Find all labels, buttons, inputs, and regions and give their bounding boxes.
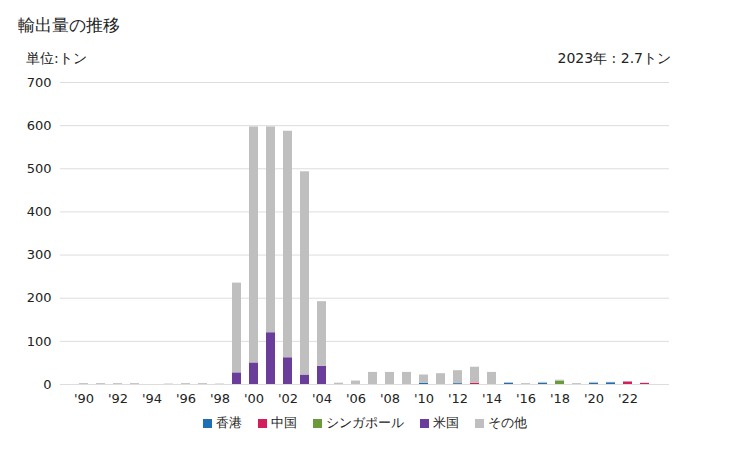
svg-text:200: 200 (27, 290, 52, 305)
svg-text:'02: '02 (278, 391, 298, 406)
svg-text:600: 600 (27, 118, 52, 133)
svg-text:500: 500 (27, 161, 52, 176)
html-text:中国: 中国 (270, 415, 297, 430)
svg-text:0: 0 (43, 377, 51, 392)
svg-text:'92: '92 (108, 391, 128, 406)
svg-text:400: 400 (27, 204, 52, 219)
html-text:2023年 : 2.7トン: 2023年 : 2.7トン (557, 50, 671, 66)
svg-text:'90: '90 (74, 391, 94, 406)
svg-text:'04: '04 (312, 391, 332, 406)
svg-text:700: 700 (27, 75, 52, 90)
svg-text:'22: '22 (618, 391, 638, 406)
svg-text:'20: '20 (584, 391, 604, 406)
svg-text:'08: '08 (380, 391, 400, 406)
svg-text:'10: '10 (414, 391, 434, 406)
svg-text:'16: '16 (516, 391, 536, 406)
svg-text:'12: '12 (448, 391, 468, 406)
html-text:その他: その他 (487, 415, 527, 430)
html-text:シンガポール: シンガポール (325, 415, 404, 430)
svg-text:'00: '00 (244, 391, 264, 406)
html-text:単位:トン: 単位:トン (26, 50, 87, 66)
svg-text:'94: '94 (142, 391, 162, 406)
svg-text:100: 100 (27, 334, 52, 349)
html-text:香港: 香港 (215, 415, 242, 430)
svg-text:300: 300 (27, 247, 52, 262)
html-text:米国: 米国 (432, 415, 459, 430)
svg-text:'96: '96 (176, 391, 196, 406)
svg-text:'98: '98 (210, 391, 230, 406)
svg-text:'18: '18 (550, 391, 570, 406)
svg-text:'06: '06 (346, 391, 366, 406)
html-text:輸出量の推移: 輸出量の推移 (18, 15, 120, 35)
svg-text:'14: '14 (482, 391, 502, 406)
